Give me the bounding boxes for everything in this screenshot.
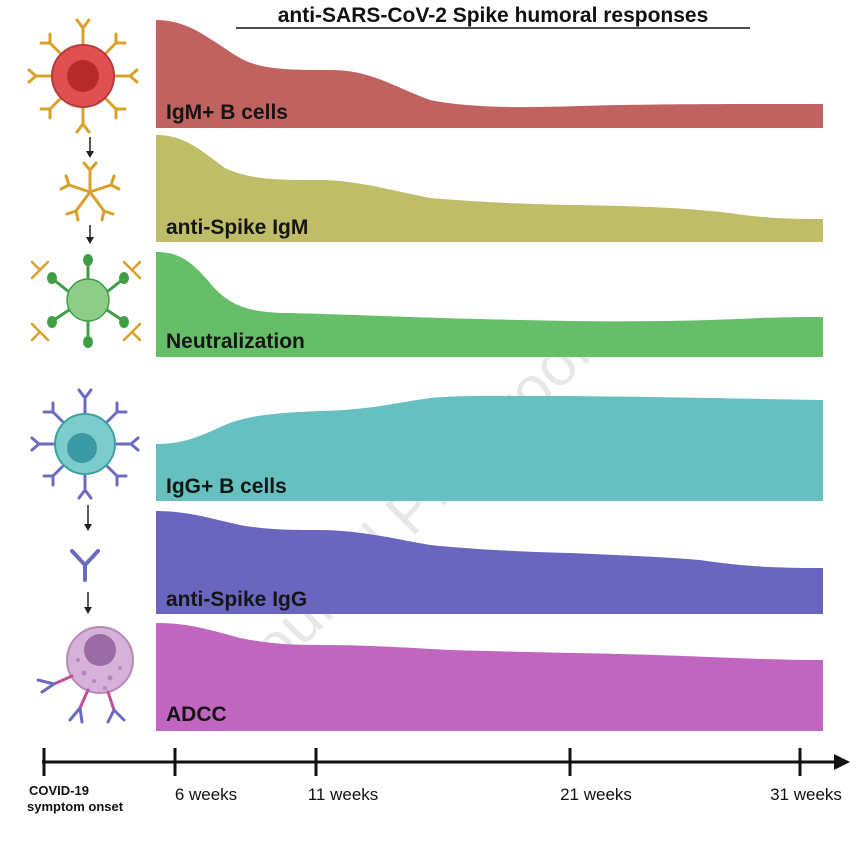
arrowhead-1 (86, 151, 94, 158)
band-adcc (156, 623, 823, 731)
igg-antibody-icon (70, 549, 100, 582)
onset-label-line2: symptom onset (27, 799, 124, 814)
neutralized-virion-icon (30, 254, 142, 348)
igm-pentamer-icon (59, 161, 121, 222)
figure-title: anti-SARS-CoV-2 Spike humoral responses (278, 4, 709, 27)
tick-label-31-weeks: 31 weeks (770, 785, 842, 804)
band-anti-spike-igm (156, 135, 823, 242)
band-label-igg-b-cells: IgG+ B cells (166, 475, 287, 498)
band-igg-b-cells (156, 395, 823, 501)
band-label-anti-spike-igm: anti-Spike IgM (166, 216, 308, 239)
band-igm-b-cells (156, 20, 823, 128)
band-anti-spike-igg (156, 511, 823, 614)
igg-b-cell-icon (30, 388, 140, 500)
adcc-infected-cell-icon (36, 626, 134, 724)
tick-label-6-weeks: 6 weeks (175, 785, 237, 804)
band-neutralization (156, 252, 823, 357)
tick-label-11-weeks: 11 weeks (308, 785, 379, 804)
onset-label-line1: COVID-19 (29, 783, 89, 798)
timeline-arrowhead (834, 754, 850, 770)
arrowhead-4 (84, 607, 92, 614)
band-label-neutralization: Neutralization (166, 330, 305, 353)
igm-b-cell-icon (27, 18, 139, 134)
arrowhead-3 (84, 524, 92, 531)
band-label-anti-spike-igg: anti-Spike IgG (166, 588, 307, 611)
band-label-igm-b-cells: IgM+ B cells (166, 101, 288, 124)
arrowhead-2 (86, 237, 94, 244)
tick-label-21-weeks: 21 weeks (560, 785, 632, 804)
band-label-adcc: ADCC (166, 703, 227, 726)
